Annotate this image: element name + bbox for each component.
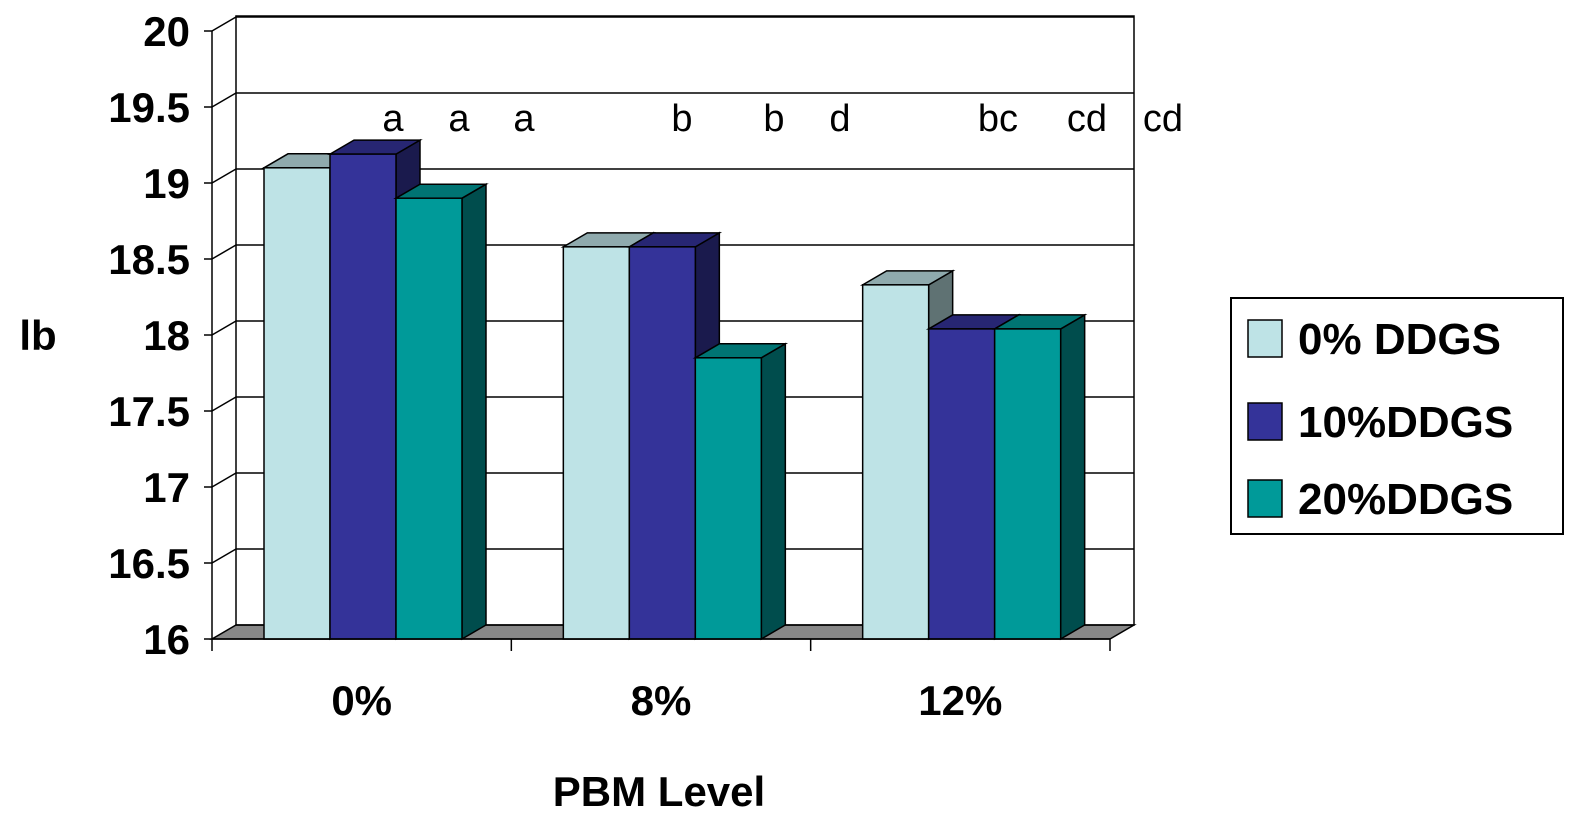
gridline-side bbox=[211, 244, 237, 260]
legend-label: 10%DDGS bbox=[1298, 398, 1513, 447]
x-tick-label: 8% bbox=[631, 677, 692, 724]
bar-side bbox=[461, 182, 487, 641]
bar bbox=[393, 182, 489, 641]
y-tick-label: 19.5 bbox=[108, 84, 190, 131]
bar-front bbox=[927, 328, 996, 640]
gridline-side bbox=[211, 320, 237, 336]
x-tick-label: 0% bbox=[331, 677, 392, 724]
gridline-side bbox=[211, 472, 237, 488]
y-tick-label: 19 bbox=[143, 160, 190, 207]
gridline-side bbox=[211, 548, 237, 564]
significance-letter: cd bbox=[1143, 98, 1183, 140]
legend-item: 0% DDGS bbox=[1247, 315, 1501, 364]
legend-box bbox=[1230, 297, 1564, 535]
significance-letter: a bbox=[382, 98, 404, 140]
legend-item: 10%DDGS bbox=[1247, 398, 1513, 447]
significance-letter: a bbox=[513, 98, 535, 140]
significance-letter: b bbox=[763, 98, 784, 140]
significance-letter: b bbox=[671, 98, 692, 140]
bar-front bbox=[861, 284, 930, 640]
y-tick-label: 17 bbox=[143, 464, 190, 511]
x-tick-label: 12% bbox=[918, 677, 1002, 724]
bar-front bbox=[993, 328, 1062, 640]
bar bbox=[692, 342, 789, 641]
bar-front bbox=[395, 197, 463, 640]
legend-item: 20%DDGS bbox=[1247, 475, 1513, 524]
y-tick-label: 18.5 bbox=[108, 236, 190, 283]
y-tick-label: 18 bbox=[143, 312, 190, 359]
bar-front bbox=[562, 246, 631, 640]
gridline-side bbox=[211, 168, 237, 184]
legend: 0% DDGS 10%DDGS 20%DDGS bbox=[1230, 297, 1564, 535]
legend-swatch bbox=[1247, 479, 1283, 518]
y-axis-ticks: 16 16.5 17 17.5 18 18.5 19 19.5 20 bbox=[108, 8, 212, 663]
gridline-side bbox=[211, 396, 237, 412]
bar-side bbox=[760, 342, 787, 641]
bar-front bbox=[628, 246, 697, 640]
x-axis-categories: 0% 8% 12% bbox=[211, 639, 1111, 724]
bar-front bbox=[329, 153, 397, 640]
x-axis-label: PBM Level bbox=[553, 768, 765, 815]
significance-letter: cd bbox=[1067, 98, 1107, 140]
bar-side bbox=[1059, 313, 1086, 641]
legend-label: 20%DDGS bbox=[1298, 475, 1513, 524]
y-tick-label: 20 bbox=[143, 8, 190, 55]
y-tick-label: 17.5 bbox=[108, 388, 190, 435]
bars bbox=[261, 138, 1088, 641]
significance-letter: bc bbox=[978, 98, 1018, 140]
legend-label: 0% DDGS bbox=[1298, 315, 1501, 364]
significance-letter: a bbox=[448, 98, 470, 140]
y-tick-label: 16.5 bbox=[108, 540, 190, 587]
legend-swatch bbox=[1247, 402, 1283, 441]
bar bbox=[991, 313, 1088, 641]
y-axis-label: lb bbox=[19, 312, 56, 359]
bar-front bbox=[263, 167, 331, 640]
legend-swatch bbox=[1247, 319, 1283, 358]
y-tick-label: 16 bbox=[143, 616, 190, 663]
gridline-side bbox=[211, 92, 237, 108]
significance-letters: a a a b b d bc cd cd bbox=[382, 98, 1183, 140]
bar-front bbox=[694, 357, 763, 640]
gridline-side bbox=[211, 16, 237, 32]
significance-letter: d bbox=[829, 98, 850, 140]
